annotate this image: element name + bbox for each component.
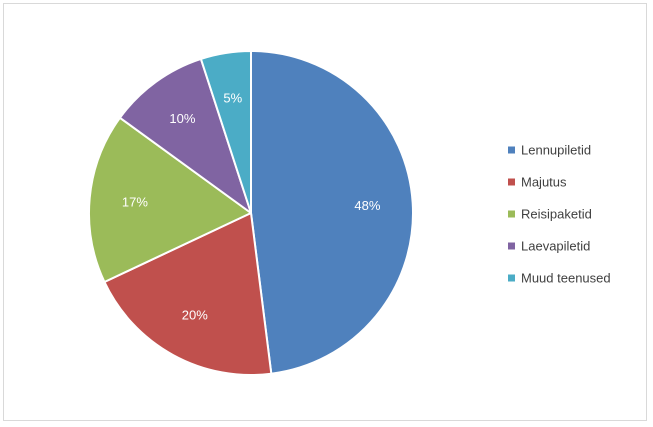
- pie-slices: [88, 50, 414, 376]
- data-label-muud-teenused: 5%: [223, 90, 242, 105]
- data-label-majutus: 20%: [182, 308, 208, 323]
- legend-label-majutus: Majutus: [521, 175, 567, 190]
- data-label-reisipaketid: 17%: [122, 195, 148, 210]
- legend-swatch-reisipaketid: [508, 210, 515, 218]
- data-label-laevapiletid: 10%: [169, 111, 195, 126]
- pie-slice-lennupiletid: [250, 50, 414, 375]
- legend-label-reisipaketid: Reisipaketid: [521, 207, 592, 222]
- legend-label-lennupiletid: Lennupiletid: [521, 143, 591, 158]
- pie-slice-muud-teenused: [199, 50, 252, 214]
- data-label-lennupiletid: 48%: [354, 198, 380, 213]
- legend-swatch-muud-teenused: [508, 274, 515, 282]
- legend-swatch-majutus: [508, 178, 515, 186]
- pie-slice-laevapiletid: [118, 57, 252, 214]
- pie-slice-labels: 48% 20% 17% 10% 5%: [122, 90, 381, 322]
- legend-label-muud-teenused: Muud teenused: [521, 271, 611, 286]
- legend-label-laevapiletid: Laevapiletid: [521, 239, 590, 254]
- chart-legend: Lennupiletid Majutus Reisipaketid Laevapile…: [508, 143, 611, 286]
- legend-swatch-laevapiletid: [508, 242, 515, 250]
- legend-swatch-lennupiletid: [508, 146, 515, 154]
- pie-slice-majutus: [103, 212, 273, 376]
- pie-slice-reisipaketid: [88, 116, 252, 283]
